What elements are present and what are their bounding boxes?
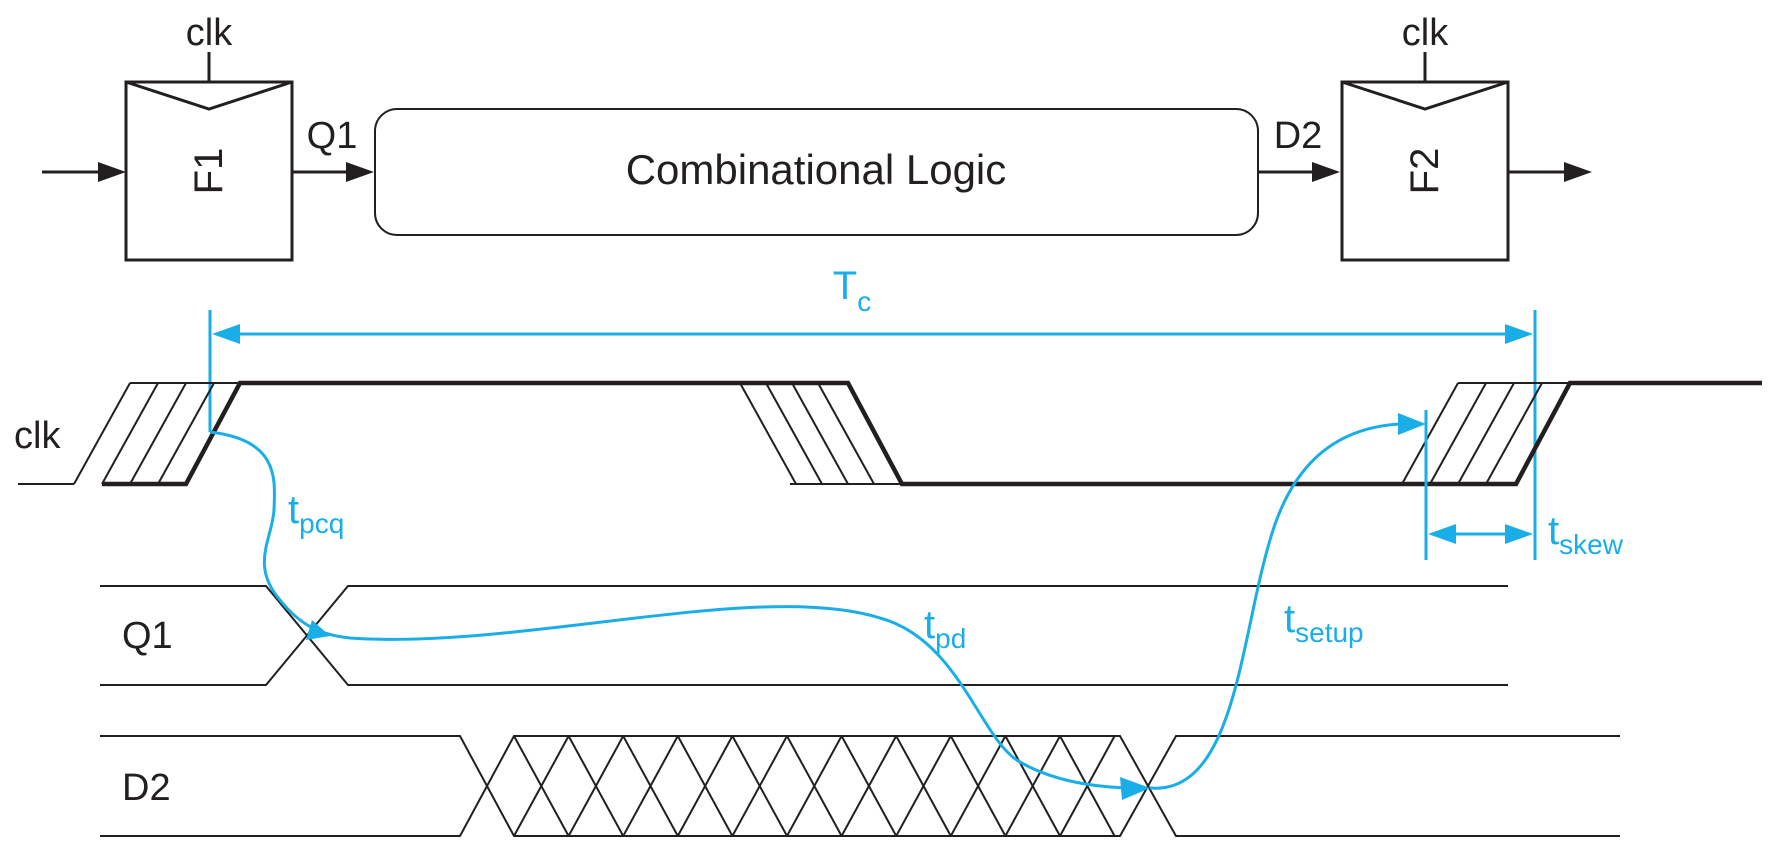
logic-label: Combinational Logic [626, 146, 1007, 193]
tc-label: Tc [833, 264, 871, 317]
tsetup-path [1149, 410, 1428, 790]
tskew-annotation [1428, 524, 1533, 544]
q1-signal-label: Q1 [122, 615, 173, 657]
q1-arrowhead-icon [346, 162, 374, 182]
d2-wire-label: D2 [1274, 115, 1323, 157]
input-arrowhead-icon [98, 162, 126, 182]
d2-signal-label: D2 [122, 767, 171, 809]
period-tc-annotation: Tc [208, 264, 1537, 560]
f1-clock-label: clk [186, 12, 233, 54]
q1-waveform: Q1 [100, 585, 1508, 686]
f2-label: F2 [1403, 148, 1447, 195]
output-wire [1508, 162, 1592, 182]
f1-label: F1 [187, 148, 231, 195]
tsetup-label: tsetup [1284, 597, 1364, 648]
combinational-logic-block: Combinational Logic [374, 108, 1259, 236]
tc-left-arrowhead-icon [212, 324, 240, 344]
d2-arrowhead-icon [1312, 162, 1340, 182]
clk-rise-uncertainty-2 [1401, 382, 1570, 485]
output-arrowhead-icon [1564, 162, 1592, 182]
flip-flop-f1: clk F1 [124, 12, 294, 262]
tpcq-tpd-path [209, 430, 1150, 800]
q1-wire-label: Q1 [307, 115, 358, 157]
tsetup-arrowhead-icon [1398, 413, 1426, 435]
flip-flop-f2: clk F2 [1340, 12, 1510, 262]
tpd-arrowhead-icon [1120, 777, 1150, 800]
clk-rise-uncertainty-1 [18, 382, 240, 485]
f2-clock-label: clk [1402, 12, 1449, 54]
f1-clock-triangle-icon [125, 80, 293, 111]
tskew-left-arrowhead-icon [1428, 524, 1456, 544]
f2-clock-triangle-icon [1341, 80, 1509, 111]
clk-nominal-edge [102, 380, 1762, 487]
q1-wire: Q1 [292, 115, 374, 182]
tskew-label: tskew [1548, 509, 1624, 560]
tc-right-arrowhead-icon [1505, 324, 1533, 344]
clk-signal-label: clk [14, 415, 61, 457]
tskew-right-arrowhead-icon [1505, 524, 1533, 544]
d2-transition-hatch [513, 735, 1116, 837]
clk-fall-uncertainty [739, 382, 900, 485]
tpcq-arrowhead-icon [306, 620, 330, 640]
tpd-label: tpd [924, 603, 966, 654]
tpcq-label: tpcq [288, 488, 344, 539]
clk-waveform: clk [14, 380, 1762, 487]
d2-waveform: D2 [100, 735, 1620, 837]
input-wire [42, 162, 126, 182]
d2-wire: D2 [1258, 115, 1340, 182]
